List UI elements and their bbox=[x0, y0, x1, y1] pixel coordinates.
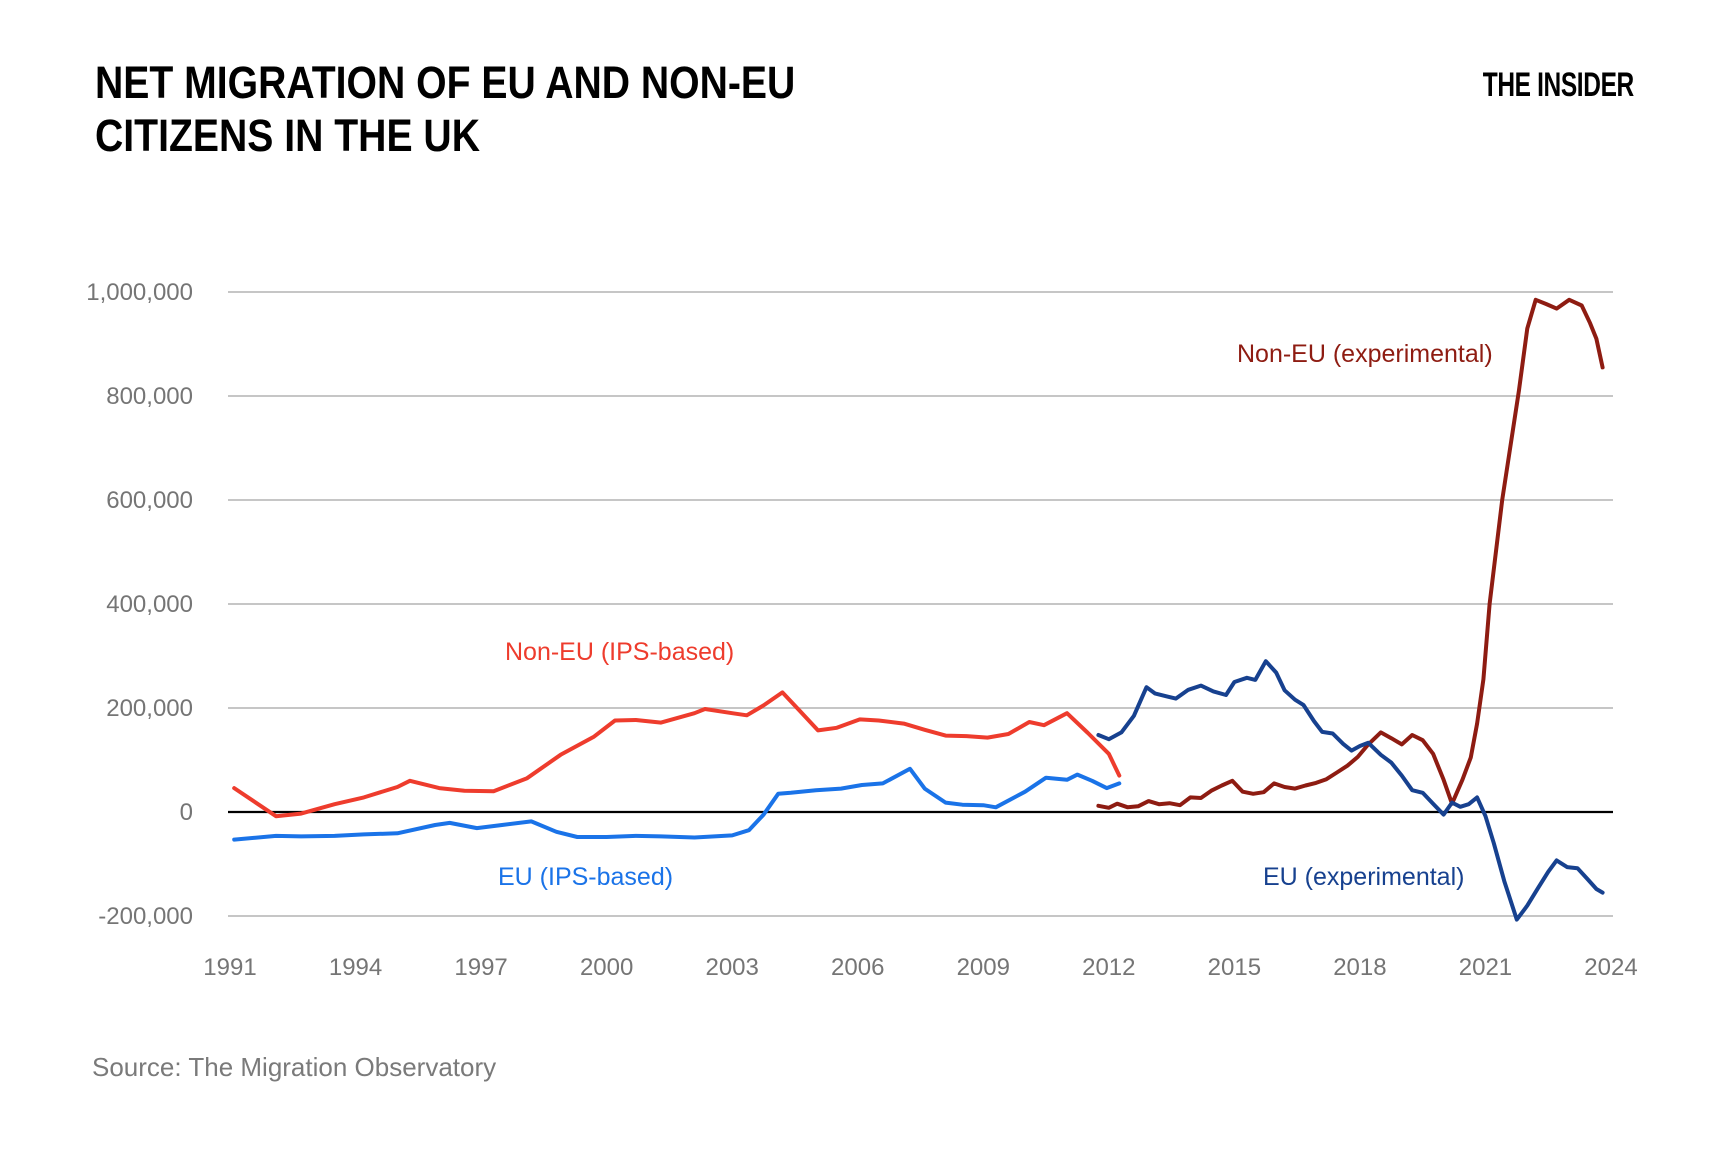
x-tick-label: 2021 bbox=[1459, 954, 1512, 981]
x-tick-label: 2015 bbox=[1208, 954, 1261, 981]
x-tick-label: 1991 bbox=[203, 954, 256, 981]
x-tick-label: 2009 bbox=[957, 954, 1010, 981]
series-line-eu-experimental bbox=[1096, 659, 1605, 922]
series-label-non-eu-ips: Non-EU (IPS-based) bbox=[505, 638, 735, 666]
chart-title: NET MIGRATION OF EU AND NON-EU CITIZENS … bbox=[95, 57, 795, 162]
x-tick-label: 2006 bbox=[831, 954, 884, 981]
x-tick-label: 1997 bbox=[454, 954, 507, 981]
series-line-non-eu-ips bbox=[232, 690, 1122, 819]
chart-title-line-2: CITIZENS IN THE UK bbox=[95, 109, 480, 161]
y-tick-label: 0 bbox=[180, 799, 193, 826]
series-line-eu-ips bbox=[232, 766, 1122, 842]
brand-logo: THE INSIDER bbox=[1482, 66, 1634, 104]
x-tick-label: 2018 bbox=[1333, 954, 1386, 981]
y-tick-label: 800,000 bbox=[106, 383, 193, 410]
series-line-non-eu-experimental bbox=[1096, 297, 1605, 810]
y-tick-label: 400,000 bbox=[106, 591, 193, 618]
x-tick-label: 1994 bbox=[329, 954, 382, 981]
series-label-eu-ips: EU (IPS-based) bbox=[498, 863, 674, 891]
chart-title-line-1: NET MIGRATION OF EU AND NON-EU bbox=[95, 57, 796, 108]
source-note: Source: The Migration Observatory bbox=[92, 1052, 497, 1082]
x-tick-label: 2003 bbox=[705, 954, 758, 981]
series-label-eu-experimental: EU (experimental) bbox=[1263, 863, 1465, 891]
x-tick-label: 2012 bbox=[1082, 954, 1135, 981]
y-tick-label: -200,000 bbox=[98, 903, 193, 930]
y-tick-label: 1,000,000 bbox=[86, 279, 193, 306]
x-tick-label: 2000 bbox=[580, 954, 633, 981]
x-tick-label: 2024 bbox=[1584, 954, 1637, 981]
y-tick-label: 600,000 bbox=[106, 487, 193, 514]
y-tick-label: 200,000 bbox=[106, 695, 193, 722]
series-label-non-eu-experimental: Non-EU (experimental) bbox=[1237, 340, 1493, 368]
